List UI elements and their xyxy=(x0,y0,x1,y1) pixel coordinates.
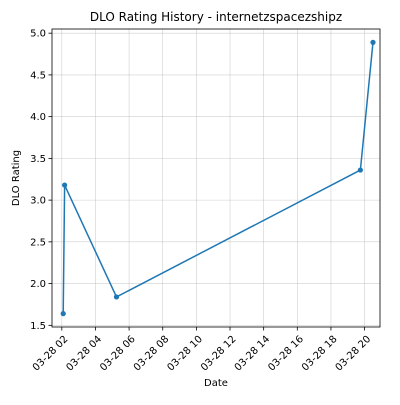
y-tick-label: 5.0 xyxy=(30,29,46,40)
y-tick-label: 3.0 xyxy=(30,196,46,207)
data-point xyxy=(370,39,376,45)
chart-title: DLO Rating History - internetzspacezship… xyxy=(90,10,342,24)
y-tick-label: 2.5 xyxy=(30,237,46,248)
y-tick-label: 4.0 xyxy=(30,112,46,123)
plot-area-frame xyxy=(51,28,381,328)
y-tick-label: 1.5 xyxy=(30,321,46,332)
y-tick-label: 2.0 xyxy=(30,279,46,290)
data-point xyxy=(357,167,363,173)
data-point xyxy=(62,182,68,188)
x-axis-title: Date xyxy=(204,378,228,389)
y-tick-label: 4.5 xyxy=(30,70,46,81)
y-tick-label: 3.5 xyxy=(30,154,46,165)
grid-lines xyxy=(52,29,380,327)
data-series xyxy=(60,39,376,317)
data-point xyxy=(113,294,120,300)
y-axis-title: DLO Rating xyxy=(11,150,22,206)
data-point xyxy=(60,311,66,317)
